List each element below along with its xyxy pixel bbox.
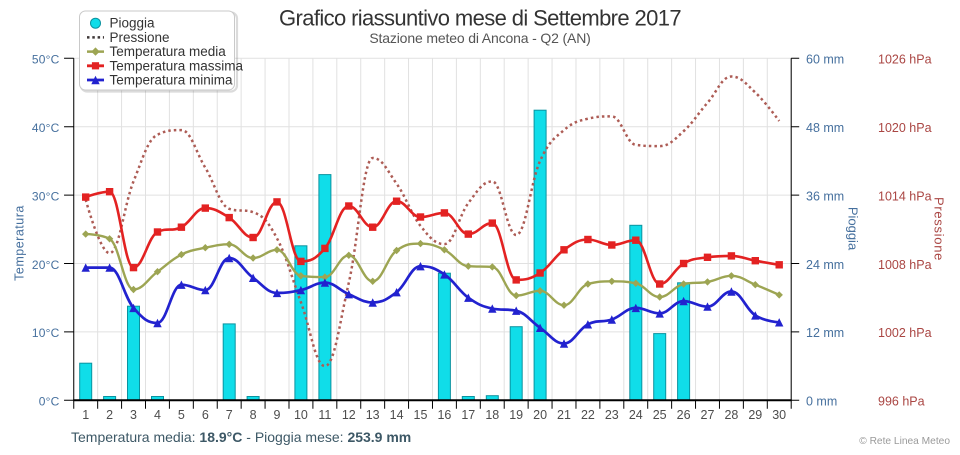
svg-text:6: 6: [202, 408, 209, 422]
svg-text:36 mm: 36 mm: [806, 189, 844, 203]
svg-text:13: 13: [366, 408, 380, 422]
svg-text:Temperatura: Temperatura: [13, 205, 27, 281]
svg-text:1014 hPa: 1014 hPa: [878, 189, 932, 203]
svg-text:27: 27: [701, 408, 715, 422]
svg-text:Temperatura media: Temperatura media: [110, 44, 227, 59]
svg-text:28: 28: [724, 408, 738, 422]
svg-text:© Rete Linea Meteo: © Rete Linea Meteo: [859, 436, 950, 447]
svg-text:1002 hPa: 1002 hPa: [878, 326, 932, 340]
svg-text:11: 11: [318, 408, 331, 422]
svg-text:22: 22: [581, 408, 595, 422]
svg-text:60 mm: 60 mm: [806, 53, 844, 67]
svg-text:14: 14: [390, 408, 404, 422]
svg-text:Pioggia: Pioggia: [110, 16, 156, 31]
svg-text:1026 hPa: 1026 hPa: [878, 53, 932, 67]
svg-text:20: 20: [533, 408, 547, 422]
svg-text:10°C: 10°C: [32, 326, 60, 340]
svg-text:20°C: 20°C: [32, 258, 60, 272]
svg-text:7: 7: [226, 408, 233, 422]
svg-text:Pioggia: Pioggia: [846, 207, 861, 251]
svg-text:3: 3: [130, 408, 137, 422]
svg-text:48 mm: 48 mm: [806, 121, 844, 135]
svg-text:Temperatura minima: Temperatura minima: [110, 73, 234, 88]
svg-text:10: 10: [294, 408, 308, 422]
svg-text:Stazione meteo di Ancona - Q2: Stazione meteo di Ancona - Q2 (AN): [369, 30, 590, 46]
svg-text:Grafico riassuntivo mese di Se: Grafico riassuntivo mese di Settembre 20…: [279, 6, 681, 31]
svg-text:23: 23: [605, 408, 619, 422]
svg-text:0 mm: 0 mm: [806, 395, 837, 409]
svg-text:Pressione: Pressione: [110, 30, 170, 45]
svg-text:4: 4: [154, 408, 161, 422]
svg-text:12 mm: 12 mm: [806, 326, 844, 340]
svg-text:21: 21: [557, 408, 571, 422]
svg-text:17: 17: [461, 408, 475, 422]
svg-text:9: 9: [274, 408, 281, 422]
svg-text:8: 8: [250, 408, 257, 422]
svg-text:15: 15: [414, 408, 428, 422]
svg-text:1: 1: [82, 408, 89, 422]
svg-text:16: 16: [437, 408, 451, 422]
svg-text:996 hPa: 996 hPa: [878, 395, 925, 409]
svg-text:30°C: 30°C: [32, 189, 60, 203]
svg-text:24: 24: [629, 408, 643, 422]
svg-text:24 mm: 24 mm: [806, 258, 844, 272]
svg-text:Temperatura media: 18.9°C - Pi: Temperatura media: 18.9°C - Pioggia mese…: [71, 429, 411, 445]
svg-text:Temperatura massima: Temperatura massima: [110, 58, 244, 73]
svg-text:40°C: 40°C: [32, 121, 60, 135]
svg-text:29: 29: [748, 408, 762, 422]
svg-text:2: 2: [106, 408, 113, 422]
svg-text:50°C: 50°C: [32, 53, 60, 67]
svg-text:Pressione: Pressione: [932, 197, 947, 261]
svg-text:25: 25: [653, 408, 667, 422]
svg-text:19: 19: [509, 408, 523, 422]
svg-text:5: 5: [178, 408, 185, 422]
svg-text:26: 26: [677, 408, 691, 422]
svg-text:12: 12: [342, 408, 356, 422]
svg-text:30: 30: [772, 408, 786, 422]
svg-text:1008 hPa: 1008 hPa: [878, 258, 932, 272]
svg-text:18: 18: [485, 408, 499, 422]
svg-text:1020 hPa: 1020 hPa: [878, 121, 932, 135]
svg-text:0°C: 0°C: [39, 395, 60, 409]
